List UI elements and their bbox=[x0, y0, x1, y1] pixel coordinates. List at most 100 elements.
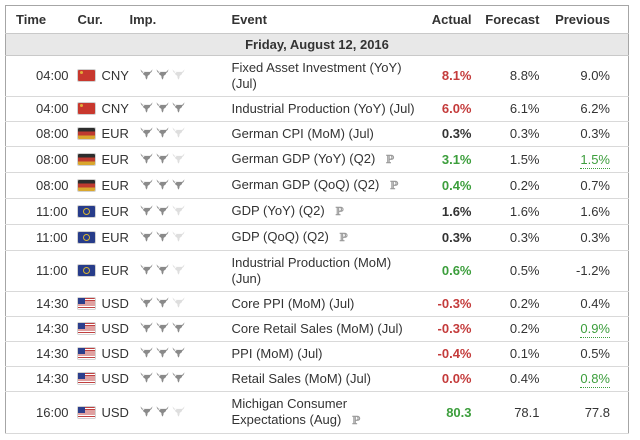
eu-flag-icon bbox=[77, 265, 95, 276]
currency-cell: USD bbox=[70, 292, 130, 317]
currency-cell: USD bbox=[70, 392, 130, 434]
bull-importance-icon bbox=[156, 347, 169, 358]
event-row[interactable]: 14:30 USD PPI (MoM) (Jul) -0.4% 0.1% 0.5… bbox=[5, 342, 629, 367]
forecast-value: 0.3% bbox=[509, 126, 540, 141]
event-name-text: Industrial Production (YoY) (Jul) bbox=[231, 101, 415, 116]
event-name[interactable]: Core PPI (MoM) (Jul) bbox=[222, 292, 422, 317]
importance-cell bbox=[130, 147, 222, 173]
event-row[interactable]: 11:00 EUR Industrial Production (MoM) (J… bbox=[5, 251, 629, 292]
event-row[interactable]: 14:30 USD Core Retail Sales (MoM) (Jul) … bbox=[5, 317, 629, 342]
event-time: 11:00 bbox=[36, 229, 68, 245]
bull-importance-icon bbox=[172, 264, 185, 275]
bull-importance-icon bbox=[172, 372, 185, 383]
importance-cell bbox=[130, 97, 222, 122]
forecast-value: 0.2% bbox=[509, 177, 540, 193]
actual-value: 0.6% bbox=[441, 263, 472, 278]
eu-flag-icon bbox=[77, 231, 95, 243]
column-header-importance: Imp. bbox=[129, 5, 222, 34]
column-header-event: Event bbox=[221, 5, 422, 34]
bull-importance-icon bbox=[140, 297, 153, 308]
importance-cell bbox=[130, 367, 222, 392]
actual-value: 0.0% bbox=[441, 371, 472, 386]
bull-importance-icon bbox=[140, 69, 153, 80]
currency-cell: EUR bbox=[70, 122, 130, 147]
event-name[interactable]: GDP (QoQ) (Q2) ℙ bbox=[222, 225, 422, 251]
event-name-text: Fixed Asset Investment (YoY) (Jul) bbox=[231, 60, 402, 91]
event-time: 08:00 bbox=[36, 177, 69, 193]
event-name[interactable]: PPI (MoM) (Jul) bbox=[222, 342, 422, 367]
currency-cell: EUR bbox=[70, 199, 130, 225]
event-row[interactable]: 14:30 USD Core PPI (MoM) (Jul) -0.3% 0.2… bbox=[5, 292, 629, 317]
event-row[interactable]: 11:00 EUR GDP (QoQ) (Q2) ℙ 0.3% 0.3% 0.3… bbox=[5, 225, 629, 251]
event-name[interactable]: GDP (YoY) (Q2) ℙ bbox=[222, 199, 422, 225]
event-time: 04:00 bbox=[36, 101, 69, 116]
event-name[interactable]: Fixed Asset Investment (YoY) (Jul) bbox=[222, 56, 422, 97]
us-flag-icon bbox=[77, 373, 95, 384]
event-name[interactable]: Industrial Production (YoY) (Jul) bbox=[222, 97, 422, 122]
preliminary-icon: ℙ bbox=[351, 414, 361, 427]
actual-value: 8.1% bbox=[441, 68, 472, 83]
bull-importance-icon bbox=[156, 127, 169, 138]
bull-importance-icon bbox=[172, 405, 185, 417]
event-name-text: German CPI (MoM) (Jul) bbox=[231, 126, 374, 141]
event-row[interactable]: 04:00 CNY Fixed Asset Investment (YoY) (… bbox=[5, 56, 629, 97]
column-header-actual: Actual bbox=[421, 5, 482, 34]
importance-cell bbox=[130, 392, 222, 434]
bull-importance-icon bbox=[172, 204, 185, 216]
event-name[interactable]: German GDP (YoY) (Q2) ℙ bbox=[222, 147, 422, 173]
forecast-value: 0.2% bbox=[509, 321, 540, 336]
bull-importance-icon bbox=[140, 372, 153, 383]
event-name-text: Retail Sales (MoM) (Jul) bbox=[231, 371, 371, 386]
event-time: 11:00 bbox=[36, 263, 68, 278]
bull-importance-icon bbox=[140, 264, 153, 275]
event-time: 14:30 bbox=[36, 346, 69, 361]
bull-importance-icon bbox=[156, 102, 169, 113]
previous-value: 0.7% bbox=[548, 173, 629, 199]
economic-calendar: Time Cur. Imp. Event Actual Forecast Pre… bbox=[5, 5, 629, 434]
currency-cell: EUR bbox=[70, 251, 130, 292]
column-header-previous: Previous bbox=[547, 5, 629, 34]
de-flag-icon bbox=[77, 179, 95, 191]
event-name[interactable]: German GDP (QoQ) (Q2) ℙ bbox=[222, 173, 422, 199]
previous-value: 0.8% bbox=[548, 367, 629, 392]
event-row[interactable]: 16:00 USD Michigan Consumer Expectations… bbox=[5, 392, 629, 434]
table-header: Time Cur. Imp. Event Actual Forecast Pre… bbox=[5, 5, 629, 56]
event-name[interactable]: Industrial Production (MoM) (Jun) bbox=[222, 251, 422, 292]
event-row[interactable]: 08:00 EUR German GDP (QoQ) (Q2) ℙ 0.4% 0… bbox=[5, 173, 629, 199]
event-rows: 04:00 CNY Fixed Asset Investment (YoY) (… bbox=[5, 56, 629, 434]
event-name[interactable]: Retail Sales (MoM) (Jul) bbox=[222, 367, 422, 392]
importance-cell bbox=[130, 251, 222, 292]
previous-value: 1.6% bbox=[548, 199, 629, 225]
forecast-value: 0.5% bbox=[509, 263, 540, 278]
previous-value-text: 0.4% bbox=[580, 296, 610, 311]
bull-importance-icon bbox=[156, 230, 169, 242]
bull-importance-icon bbox=[140, 102, 153, 113]
bull-importance-icon bbox=[140, 230, 153, 242]
column-header-time: Time bbox=[5, 5, 70, 34]
currency-code: EUR bbox=[101, 229, 129, 245]
actual-value: -0.4% bbox=[437, 346, 472, 361]
event-row[interactable]: 08:00 EUR German GDP (YoY) (Q2) ℙ 3.1% 1… bbox=[5, 147, 629, 173]
event-name[interactable]: Michigan Consumer Expectations (Aug) ℙ bbox=[222, 392, 422, 434]
importance-cell bbox=[130, 317, 222, 342]
event-row[interactable]: 11:00 EUR GDP (YoY) (Q2) ℙ 1.6% 1.6% 1.6… bbox=[5, 199, 629, 225]
event-name[interactable]: Core Retail Sales (MoM) (Jul) bbox=[222, 317, 422, 342]
event-name-text: German GDP (QoQ) (Q2) bbox=[231, 177, 380, 192]
event-row[interactable]: 14:30 USD Retail Sales (MoM) (Jul) 0.0% … bbox=[5, 367, 629, 392]
previous-value-text: -1.2% bbox=[576, 263, 610, 278]
bull-importance-icon bbox=[156, 405, 169, 417]
event-name[interactable]: German CPI (MoM) (Jul) bbox=[222, 122, 422, 147]
actual-value: 0.4% bbox=[441, 177, 472, 193]
event-name-text: PPI (MoM) (Jul) bbox=[231, 346, 323, 361]
event-row[interactable]: 08:00 EUR German CPI (MoM) (Jul) 0.3% 0.… bbox=[5, 122, 629, 147]
event-time: 08:00 bbox=[36, 151, 69, 167]
previous-value-text: 0.5% bbox=[580, 346, 610, 361]
actual-value: 0.3% bbox=[441, 126, 472, 141]
currency-cell: USD bbox=[70, 367, 130, 392]
previous-value-text: 0.3% bbox=[580, 229, 610, 245]
column-header-currency: Cur. bbox=[69, 5, 130, 34]
previous-value: 0.9% bbox=[548, 317, 629, 342]
currency-code: EUR bbox=[101, 177, 129, 193]
event-row[interactable]: 04:00 CNY Industrial Production (YoY) (J… bbox=[5, 97, 629, 122]
column-header-forecast: Forecast bbox=[481, 5, 548, 34]
